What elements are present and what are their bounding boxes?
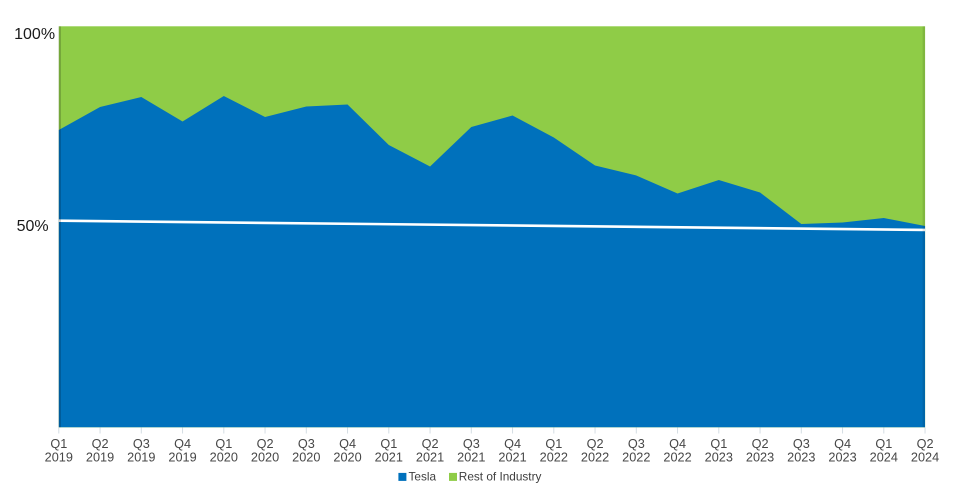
svg-text:2019: 2019 <box>127 451 155 465</box>
svg-text:2021: 2021 <box>498 451 526 465</box>
svg-text:2019: 2019 <box>168 451 196 465</box>
svg-text:2022: 2022 <box>663 451 691 465</box>
svg-text:2022: 2022 <box>581 451 609 465</box>
svg-text:Q4: Q4 <box>504 437 521 451</box>
svg-text:2021: 2021 <box>375 451 403 465</box>
svg-text:2023: 2023 <box>705 451 733 465</box>
svg-text:2023: 2023 <box>746 451 774 465</box>
svg-text:2022: 2022 <box>540 451 568 465</box>
svg-text:2020: 2020 <box>292 451 320 465</box>
svg-text:Q4: Q4 <box>669 437 686 451</box>
svg-text:Rest of Industry: Rest of Industry <box>459 470 542 484</box>
svg-text:2023: 2023 <box>828 451 856 465</box>
svg-text:2021: 2021 <box>457 451 485 465</box>
svg-text:Q1: Q1 <box>380 437 397 451</box>
svg-text:Q2: Q2 <box>422 437 439 451</box>
svg-text:2021: 2021 <box>416 451 444 465</box>
svg-text:Q2: Q2 <box>917 437 934 451</box>
svg-text:2023: 2023 <box>787 451 815 465</box>
svg-text:2020: 2020 <box>251 451 279 465</box>
svg-text:2019: 2019 <box>45 451 73 465</box>
svg-text:100%: 100% <box>14 26 55 43</box>
svg-text:Q2: Q2 <box>752 437 769 451</box>
svg-text:50%: 50% <box>17 218 49 235</box>
svg-text:Q4: Q4 <box>339 437 356 451</box>
svg-text:Q3: Q3 <box>298 437 315 451</box>
svg-text:Q1: Q1 <box>710 437 727 451</box>
svg-text:Tesla: Tesla <box>409 470 437 484</box>
svg-text:2022: 2022 <box>622 451 650 465</box>
svg-text:Q2: Q2 <box>587 437 604 451</box>
svg-text:Q3: Q3 <box>793 437 810 451</box>
svg-text:Q1: Q1 <box>545 437 562 451</box>
svg-text:2019: 2019 <box>86 451 114 465</box>
svg-text:Q4: Q4 <box>174 437 191 451</box>
svg-text:Q3: Q3 <box>463 437 480 451</box>
svg-text:Q1: Q1 <box>875 437 892 451</box>
svg-text:Q4: Q4 <box>834 437 851 451</box>
svg-text:2020: 2020 <box>210 451 238 465</box>
svg-text:Q1: Q1 <box>215 437 232 451</box>
svg-text:Q3: Q3 <box>628 437 645 451</box>
svg-text:2020: 2020 <box>333 451 361 465</box>
svg-text:2024: 2024 <box>911 451 939 465</box>
svg-text:Q1: Q1 <box>50 437 67 451</box>
svg-text:Q2: Q2 <box>92 437 109 451</box>
svg-text:2024: 2024 <box>870 451 898 465</box>
svg-text:Q3: Q3 <box>133 437 150 451</box>
svg-text:Q2: Q2 <box>257 437 274 451</box>
